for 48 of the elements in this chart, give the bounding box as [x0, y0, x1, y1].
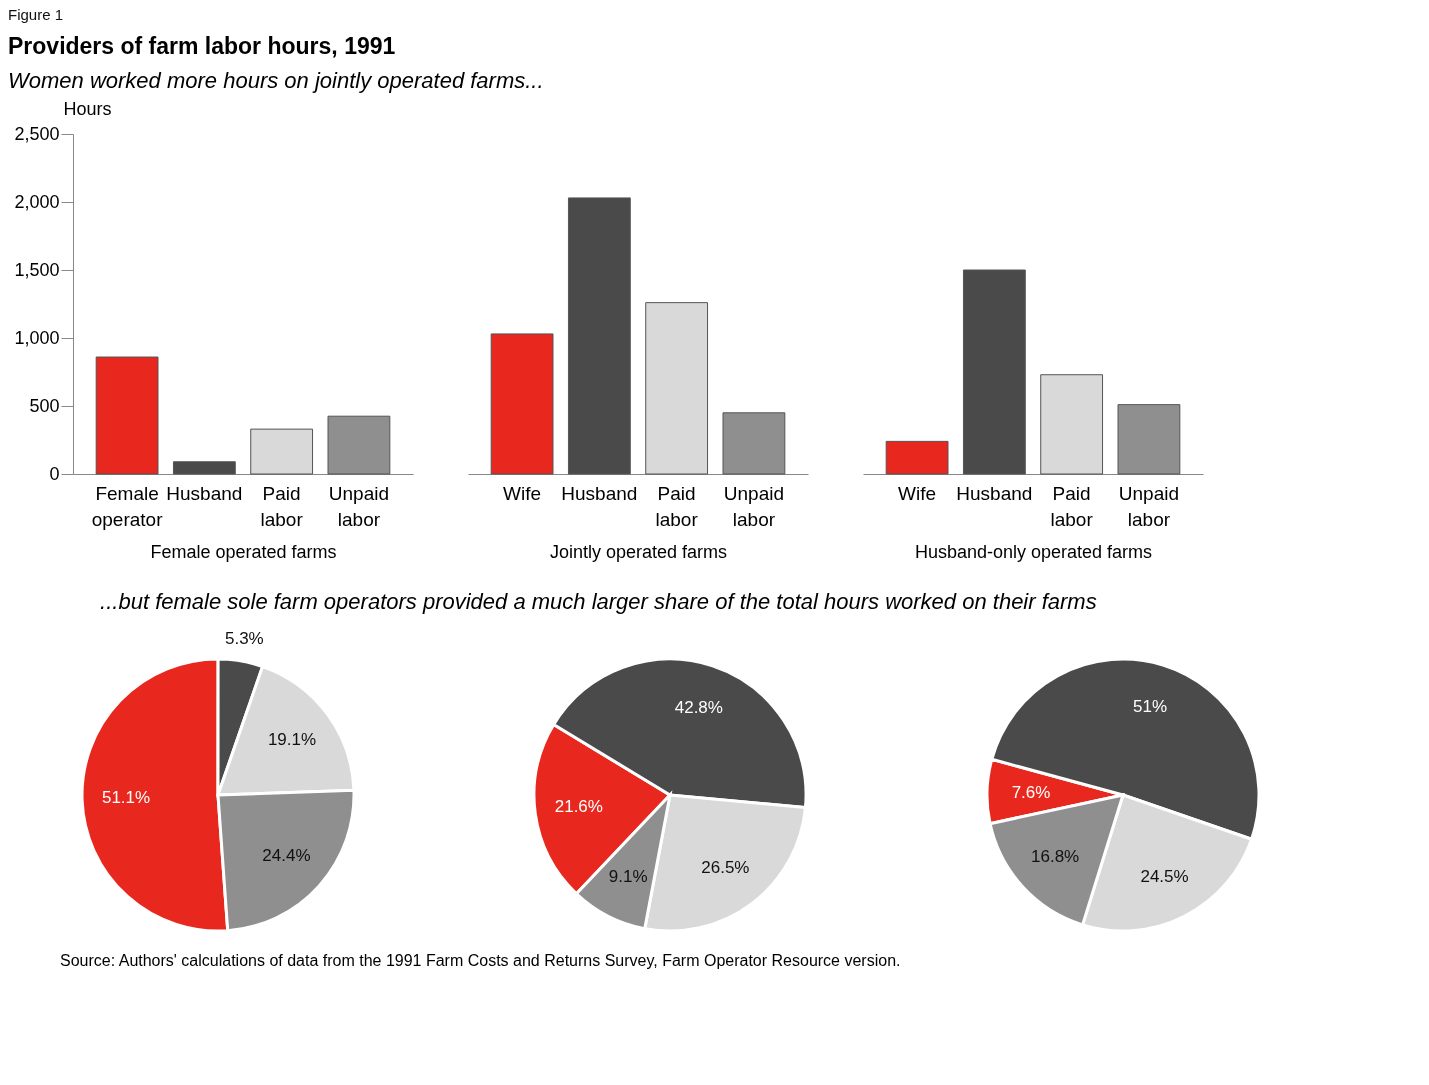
data-label: 21.6%	[554, 797, 603, 817]
bar	[962, 269, 1026, 475]
y-tick-label: 2,500	[14, 123, 60, 144]
x-axis-title: Husband-only operated farms	[914, 541, 1153, 562]
text: ...but female sole farm operators provided a much larger share of the total hours worked on their farms	[100, 589, 1097, 615]
data-label: 26.5%	[701, 858, 750, 878]
data-label: 42.8%	[674, 697, 723, 717]
y-tick-label: 500	[29, 395, 60, 416]
caption: Figure 1	[8, 6, 65, 23]
source-note: Source: Authors' calculations of data from the 1991 Farm Costs and Returns Survey, Farm Operator Resource version.	[60, 952, 902, 970]
data-label: 24.5%	[1140, 867, 1189, 887]
y-tick-label: 0	[49, 463, 60, 484]
bar	[567, 197, 631, 475]
bar	[490, 333, 554, 475]
x-tick-label: Husband	[561, 482, 638, 504]
data-label: 5.3%	[224, 629, 264, 649]
data-label: 51.1%	[101, 788, 151, 808]
data-label: 9.1%	[608, 866, 648, 886]
x-tick-label: Wife	[898, 482, 937, 504]
y-tick-label: 1,000	[14, 327, 60, 348]
chart-subtitle: Women worked more hours on jointly operated farms...	[8, 68, 545, 94]
data-label: 7.6%	[1011, 782, 1051, 802]
bar	[95, 356, 159, 475]
data-label: 19.1%	[267, 730, 317, 750]
x-tick-label: Husband	[166, 482, 243, 504]
bar	[172, 461, 236, 475]
y-axis-title: Hours	[63, 98, 112, 119]
x-tick-label: Female operator	[91, 482, 164, 530]
data-label: 16.8%	[1031, 847, 1080, 867]
x-tick-label: Unpaid labor	[723, 482, 785, 530]
x-tick-label: Unpaid labor	[328, 482, 390, 530]
bar	[885, 440, 949, 475]
bar	[250, 428, 314, 475]
x-tick-label: Paid labor	[655, 482, 699, 530]
x-axis-title: Female operated farms	[150, 541, 337, 562]
bar	[1040, 374, 1104, 475]
chart-title: Providers of farm labor hours, 1991	[8, 33, 397, 60]
x-tick-label: Unpaid labor	[1118, 482, 1180, 530]
x-tick-label: Paid labor	[260, 482, 304, 530]
x-tick-label: Wife	[503, 482, 542, 504]
data-label: 24.4%	[262, 846, 311, 866]
y-tick-label: 2,000	[14, 191, 60, 212]
data-label: 51%	[1133, 697, 1168, 717]
x-axis-title: Jointly operated farms	[549, 541, 728, 562]
x-tick-label: Husband	[956, 482, 1033, 504]
bar	[645, 302, 709, 475]
y-tick-label: 1,500	[14, 259, 60, 280]
x-tick-label: Paid labor	[1050, 482, 1094, 530]
